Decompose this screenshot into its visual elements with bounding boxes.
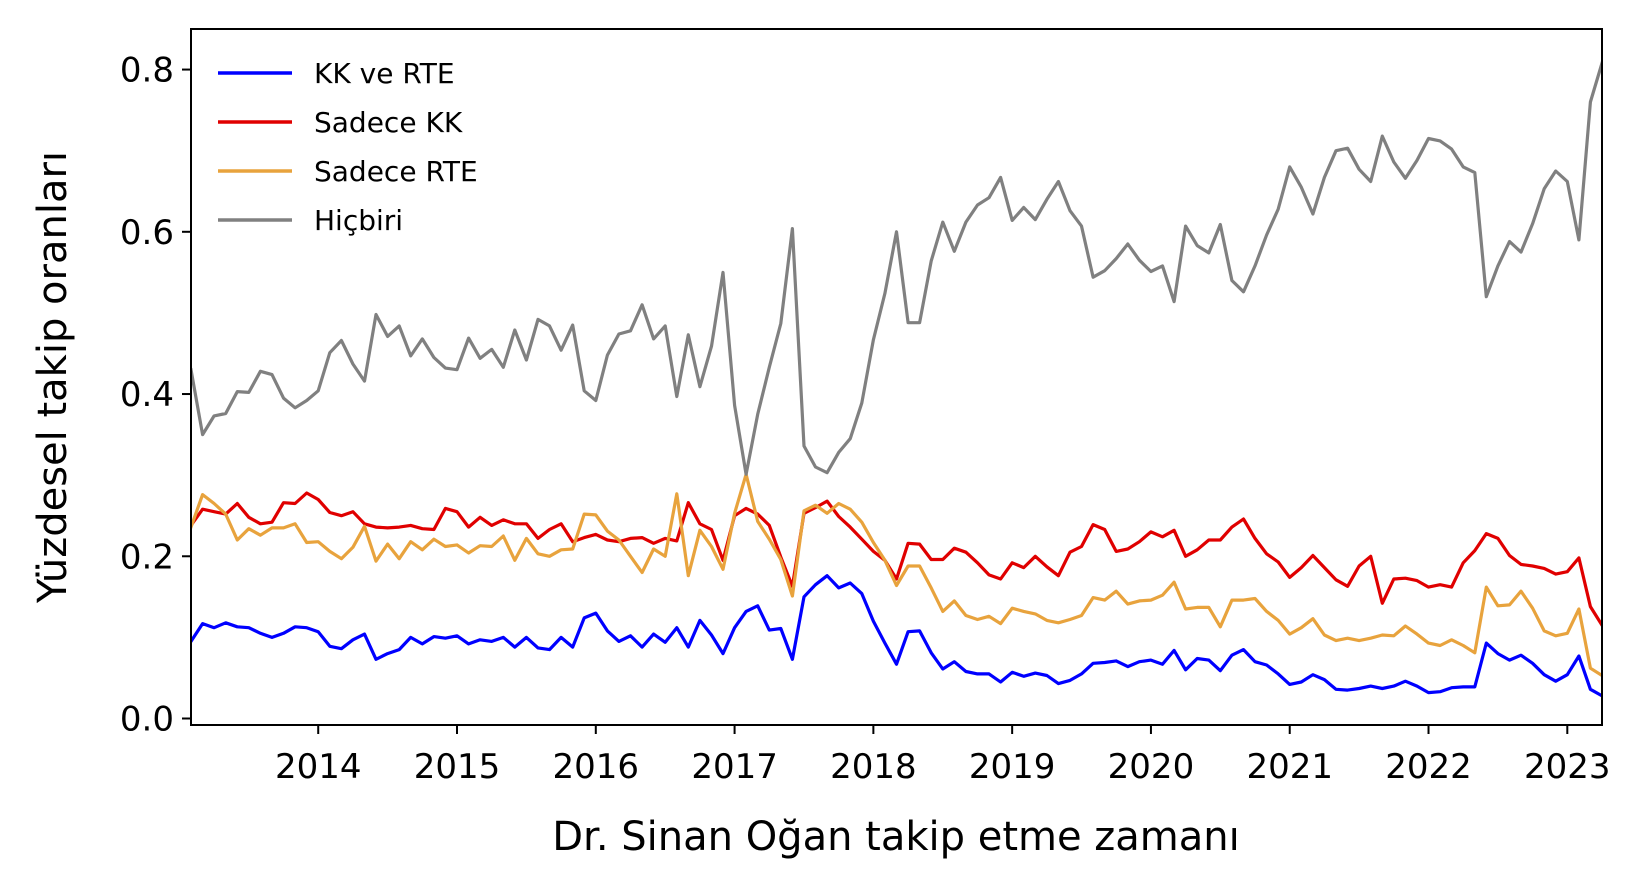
plot-frame: [190, 28, 1603, 726]
legend: KK ve RTE Sadece KK Sadece RTE Hiçbiri: [218, 57, 478, 237]
x-tick-label: 2018: [830, 747, 917, 787]
x-tick-label: 2016: [553, 747, 640, 787]
legend-label: Sadece RTE: [314, 155, 478, 188]
series-line-3: [191, 472, 1602, 678]
legend-label: Hiçbiri: [314, 204, 403, 237]
x-tick-label: 2017: [691, 747, 778, 787]
series-line-4: [191, 61, 1602, 476]
x-axis: 2014 2015 2016 2017 2018 2019 2020 2021 2022 2023: [275, 725, 1611, 787]
legend-label: Sadece KK: [314, 106, 463, 139]
legend-item-1: KK ve RTE: [218, 57, 455, 90]
x-axis-title: Dr. Sinan Oğan takip etme zamanı: [552, 814, 1240, 860]
legend-item-4: Hiçbiri: [218, 204, 403, 237]
series-line-1: [191, 574, 1602, 698]
y-axis-title: Yüzdesel takip oranları: [30, 151, 76, 604]
x-tick-label: 2022: [1385, 747, 1472, 787]
x-tick-label: 2023: [1524, 747, 1611, 787]
x-tick-label: 2014: [275, 747, 362, 787]
series-line-2: [191, 491, 1602, 628]
x-tick-label: 2019: [969, 747, 1056, 787]
y-tick-label: 0.8: [120, 51, 174, 91]
y-tick-label: 0.0: [120, 700, 174, 740]
y-axis: 0.0 0.2 0.4 0.6 0.8: [120, 51, 191, 740]
x-tick-label: 2020: [1108, 747, 1195, 787]
y-tick-label: 0.2: [120, 537, 174, 577]
y-tick-label: 0.6: [120, 213, 174, 253]
x-tick-label: 2021: [1246, 747, 1333, 787]
series-layer: [191, 61, 1602, 698]
y-tick-label: 0.4: [120, 375, 174, 415]
legend-item-2: Sadece KK: [218, 106, 463, 139]
legend-label: KK ve RTE: [314, 57, 455, 90]
x-tick-label: 2015: [414, 747, 501, 787]
legend-item-3: Sadece RTE: [218, 155, 478, 188]
